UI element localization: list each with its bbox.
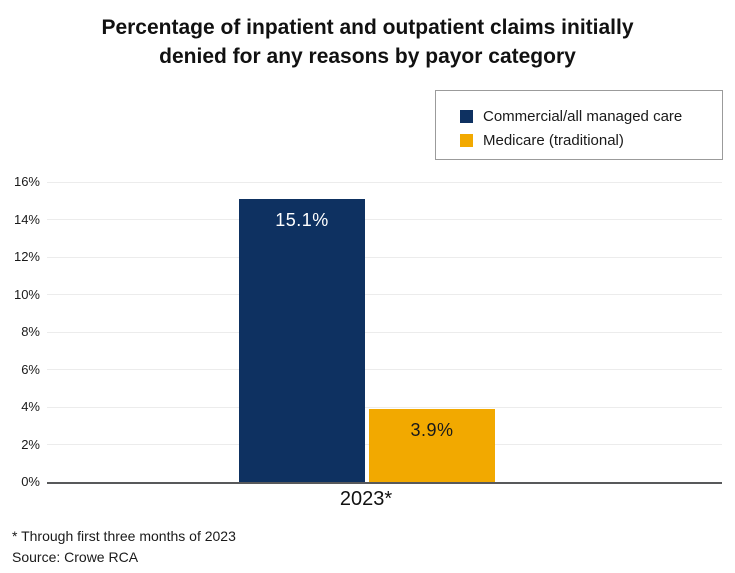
gridline [47, 181, 722, 183]
footnote-asterisk: * Through first three months of 2023 [12, 528, 236, 544]
y-tick-label: 10% [13, 286, 40, 302]
y-tick-label: 8% [21, 324, 40, 339]
gridline [47, 331, 722, 333]
legend-label-commercial: Commercial/all managed care [483, 107, 683, 125]
gridline [47, 256, 722, 258]
gridline [47, 219, 722, 220]
legend: Commercial/all managed care Medicare (tr… [435, 90, 723, 160]
y-tick-label: 12% [13, 249, 40, 264]
chart-title-line2: denied for any reasons by payor category [159, 45, 576, 68]
chart-title-line1: Percentage of inpatient and outpatient c… [101, 16, 634, 39]
y-tick-label: 4% [21, 399, 40, 414]
chart-title: Percentage of inpatient and outpatient c… [0, 13, 735, 71]
legend-swatch-commercial [460, 109, 473, 123]
gridline [47, 294, 722, 295]
legend-item-medicare: Medicare (traditional) [460, 128, 722, 152]
gridline [47, 369, 722, 370]
legend-swatch-medicare [460, 133, 473, 147]
footnote-source: Source: Crowe RCA [12, 549, 139, 565]
x-axis-label: 2023* [339, 488, 393, 510]
bar-value-label-commercial: 15.1% [275, 209, 329, 230]
plot-area: 0% 2% 4% 6% 8% 10% 12% 14% 16% 15.1% 3.9% [14, 174, 722, 489]
x-axis-line [47, 482, 722, 484]
y-tick-label: 14% [13, 211, 40, 227]
y-tick-label: 16% [13, 174, 40, 189]
bar-medicare: 3.9% [369, 408, 495, 482]
bar-commercial: 15.1% [239, 198, 365, 482]
legend-item-commercial: Commercial/all managed care [460, 104, 722, 128]
y-tick-label: 6% [21, 361, 40, 377]
y-tick-label: 2% [21, 436, 40, 452]
y-tick-label: 0% [21, 474, 40, 489]
gridline [47, 406, 722, 408]
legend-label-medicare: Medicare (traditional) [483, 131, 624, 149]
bar-value-label-medicare: 3.9% [410, 419, 454, 440]
